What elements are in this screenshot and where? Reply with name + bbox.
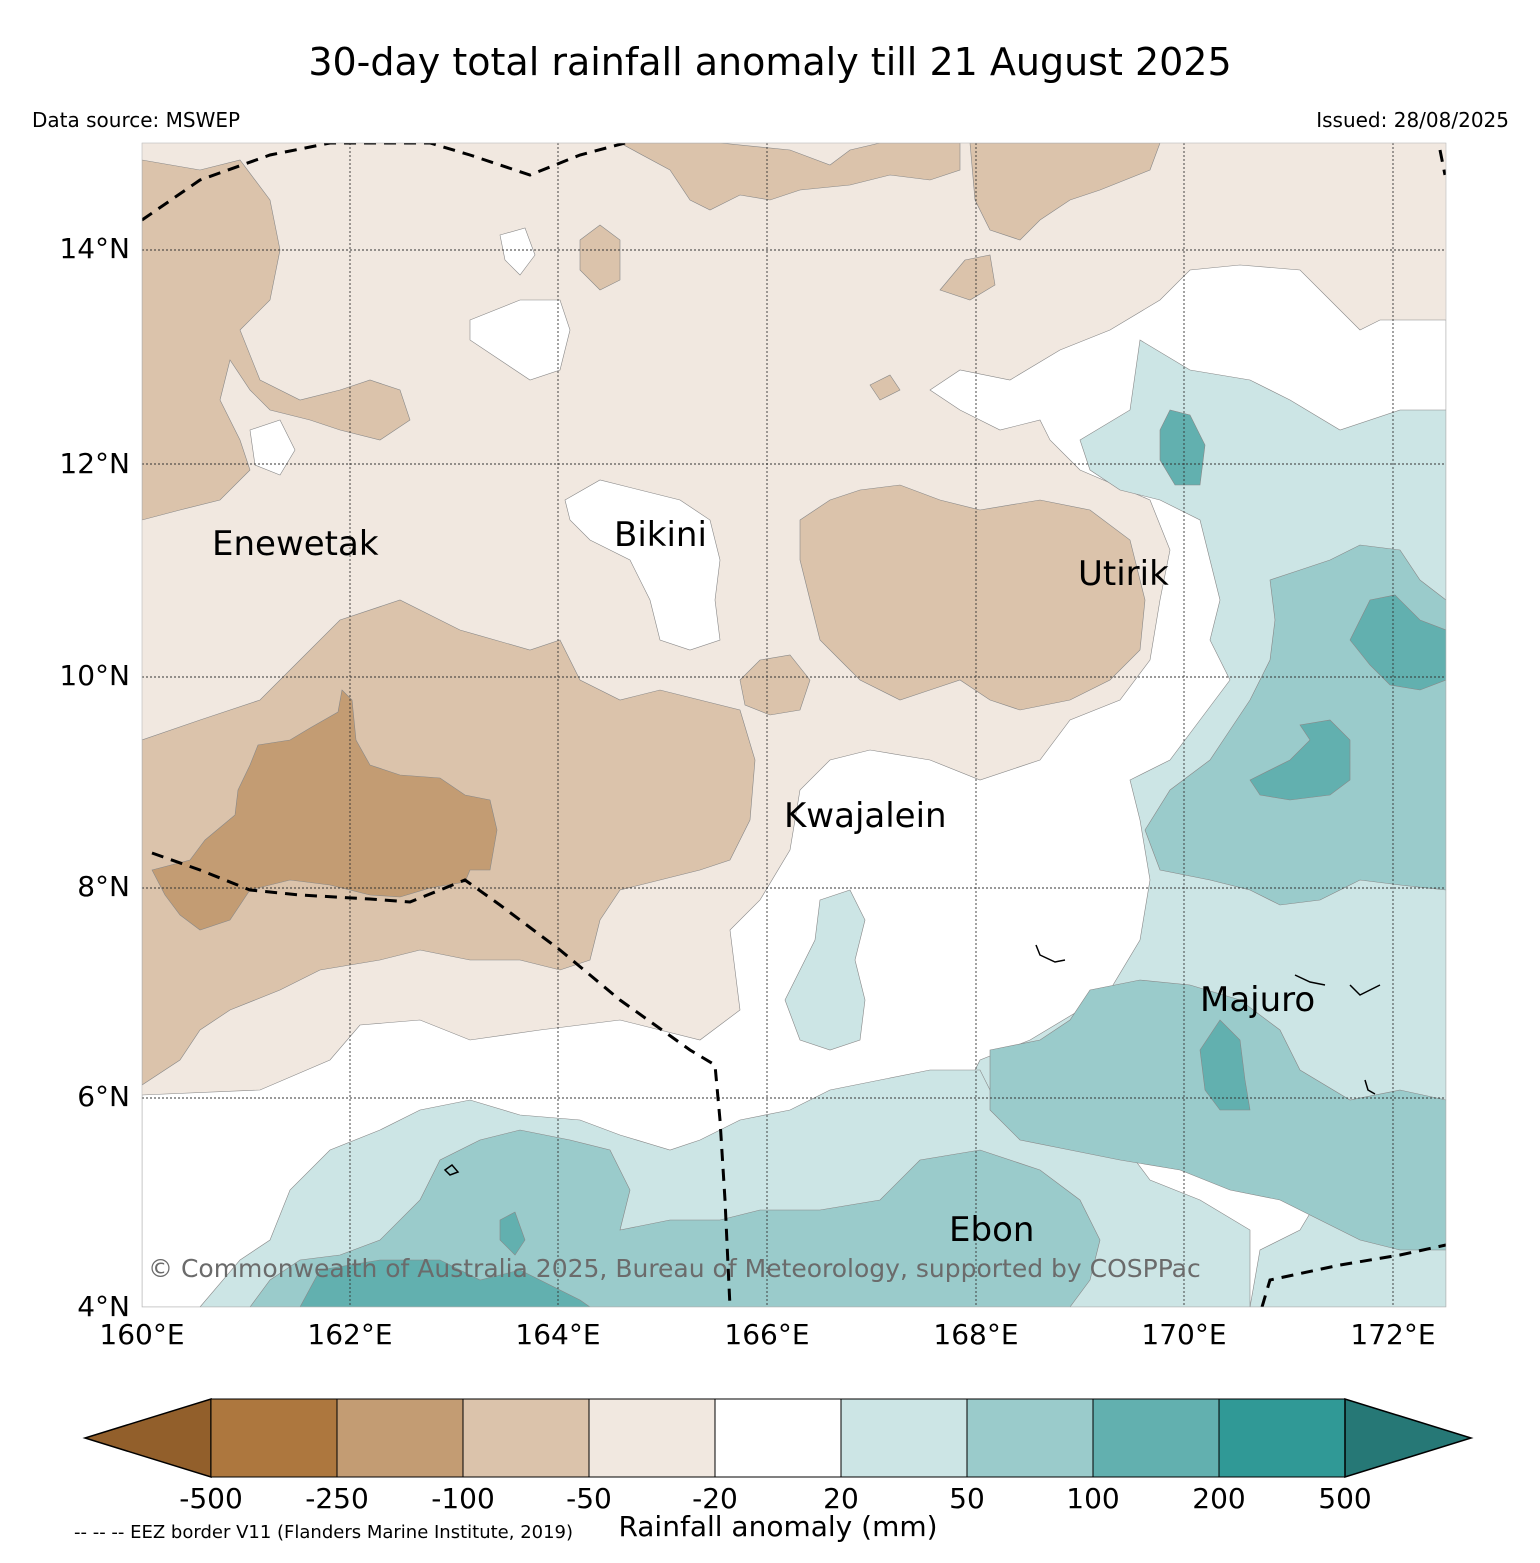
anomaly-white-north bbox=[469, 299, 571, 381]
lat-tick-10n: 10°N bbox=[59, 659, 130, 692]
colorbar-tick-label: 500 bbox=[1318, 1482, 1372, 1515]
place-label-majuro: Majuro bbox=[1200, 980, 1316, 1020]
colorbar-segment bbox=[1092, 1398, 1220, 1478]
anomaly-mid-teal-southeast bbox=[989, 979, 1446, 1251]
colorbar-segment bbox=[966, 1398, 1094, 1478]
place-label-utirik: Utirik bbox=[1078, 554, 1169, 594]
anomaly-white-small-2 bbox=[499, 227, 536, 276]
anomaly-white-bikini bbox=[564, 479, 721, 651]
lon-tick-164e: 164°E bbox=[515, 1318, 601, 1351]
place-label-enewetak: Enewetak bbox=[212, 524, 379, 564]
colorbar bbox=[82, 1397, 1474, 1479]
copyright-notice: © Commonwealth of Australia 2025, Bureau… bbox=[148, 1254, 1201, 1283]
anomaly-teal-2 bbox=[1249, 719, 1351, 801]
rainfall-anomaly-field bbox=[142, 143, 1446, 1307]
map-title: 30-day total rainfall anomaly till 21 Au… bbox=[308, 40, 1232, 84]
colorbar-segment bbox=[840, 1398, 968, 1478]
lat-tick-12n: 12°N bbox=[59, 447, 130, 480]
anomaly-tan-kwajalein-east bbox=[739, 654, 811, 716]
colorbar-tick-label: 20 bbox=[823, 1482, 859, 1515]
anomaly-tan-small-1 bbox=[579, 224, 621, 291]
lon-tick-170e: 170°E bbox=[1141, 1318, 1227, 1351]
anomaly-tan-small-3 bbox=[869, 374, 901, 401]
colorbar-tick-label: -250 bbox=[305, 1482, 369, 1515]
lat-tick-4n: 4°N bbox=[77, 1290, 130, 1323]
lat-tick-8n: 8°N bbox=[77, 870, 130, 903]
colorbar-segment bbox=[210, 1398, 338, 1478]
map-gridlines bbox=[142, 143, 1446, 1307]
lon-tick-172e: 172°E bbox=[1350, 1318, 1436, 1351]
colorbar-tick-label: -50 bbox=[566, 1482, 612, 1515]
anomaly-light-teal-central bbox=[784, 889, 866, 1051]
anomaly-tan-kwajalein-north bbox=[799, 484, 1146, 711]
anomaly-tan-north bbox=[619, 143, 961, 211]
colorbar-label: Rainfall anomaly (mm) bbox=[618, 1510, 938, 1543]
colorbar-extend-low bbox=[82, 1397, 212, 1479]
anomaly-dark-tan bbox=[151, 689, 498, 931]
colorbar-tick-label: 200 bbox=[1192, 1482, 1246, 1515]
place-label-ebon: Ebon bbox=[949, 1210, 1035, 1250]
lon-tick-166e: 166°E bbox=[724, 1318, 810, 1351]
anomaly-tan-northeast bbox=[969, 143, 1161, 241]
colorbar-tick-label: 100 bbox=[1066, 1482, 1120, 1515]
lon-tick-160e: 160°E bbox=[99, 1318, 185, 1351]
eez-border-note: -- -- -- EEZ border V11 (Flanders Marine… bbox=[74, 1522, 574, 1543]
atoll-outlines bbox=[443, 944, 1381, 1176]
anomaly-mid-teal-south bbox=[249, 1129, 1101, 1307]
colorbar-segment bbox=[588, 1398, 716, 1478]
lat-tick-6n: 6°N bbox=[77, 1080, 130, 1113]
lat-tick-14n: 14°N bbox=[59, 232, 130, 265]
anomaly-teal-3 bbox=[1199, 1019, 1251, 1111]
colorbar-segment bbox=[462, 1398, 590, 1478]
anomaly-white-small bbox=[249, 419, 296, 476]
anomaly-teal-1 bbox=[1349, 594, 1446, 691]
colorbar-segment bbox=[714, 1398, 842, 1478]
anomaly-tan-small-2 bbox=[939, 254, 996, 301]
anomaly-teal-5 bbox=[299, 1259, 591, 1307]
anomaly-teal-6 bbox=[499, 1211, 526, 1256]
place-label-kwajalein: Kwajalein bbox=[784, 796, 947, 836]
anomaly-tan-northwest bbox=[142, 159, 411, 521]
lon-tick-162e: 162°E bbox=[307, 1318, 393, 1351]
eez-border-lines bbox=[142, 143, 1446, 1307]
colorbar-tick-label: -500 bbox=[179, 1482, 243, 1515]
colorbar-tick-label: 50 bbox=[949, 1482, 985, 1515]
colorbar-segment bbox=[336, 1398, 464, 1478]
data-source-label: Data source: MSWEP bbox=[32, 108, 241, 132]
issued-date-label: Issued: 28/08/2025 bbox=[1316, 108, 1509, 132]
map-frame bbox=[141, 142, 1447, 1308]
place-label-bikini: Bikini bbox=[614, 515, 707, 555]
colorbar-extend-high bbox=[1344, 1397, 1474, 1479]
colorbar-tick-label: -100 bbox=[431, 1482, 495, 1515]
lon-tick-168e: 168°E bbox=[933, 1318, 1019, 1351]
colorbar-segment bbox=[1218, 1398, 1346, 1478]
colorbar-tick-label: -20 bbox=[692, 1482, 738, 1515]
